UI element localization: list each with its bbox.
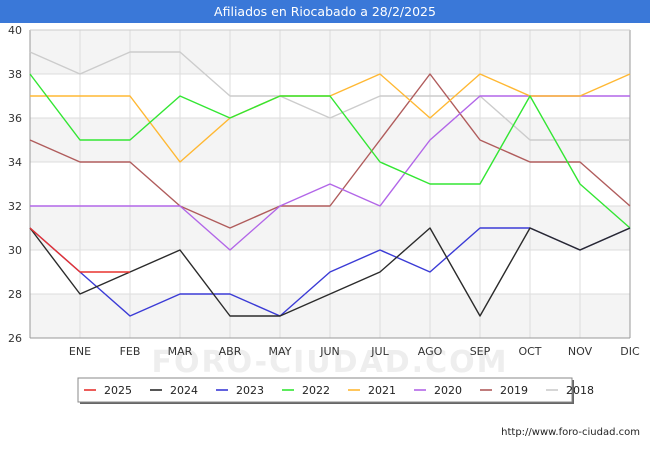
series-line-2025 [29,227,130,273]
legend-label-2022: 2022 [302,384,330,397]
x-tick-label: FEB [120,345,141,358]
y-tick-label: 26 [8,332,22,345]
x-tick-label: OCT [518,345,541,358]
chart-title: Afiliados en Riocabado a 28/2/2025 [214,4,436,19]
y-tick-label: 36 [8,112,22,125]
x-tick-label: JUL [370,345,389,358]
y-tick-label: 30 [8,244,22,257]
footer-url[interactable]: http://www.foro-ciudad.com [501,427,640,438]
y-tick-label: 40 [8,24,22,37]
legend-label-2018: 2018 [566,384,594,397]
x-tick-label: MAR [168,345,193,358]
y-tick-label: 34 [8,156,22,169]
x-tick-label: MAY [269,345,292,358]
x-tick-label: ENE [69,345,91,358]
x-tick-label: JUN [319,345,340,358]
series-line-2018 [29,51,630,141]
legend-label-2021: 2021 [368,384,396,397]
x-tick-label: DIC [620,345,640,358]
watermark: FORO-CIUDAD.COM [152,345,509,380]
legend-label-2020: 2020 [434,384,462,397]
x-tick-label: SEP [470,345,491,358]
legend-label-2023: 2023 [236,384,264,397]
y-tick-label: 28 [8,288,22,301]
legend-label-2019: 2019 [500,384,528,397]
title-bar [0,0,650,23]
x-tick-label: NOV [568,345,593,358]
legend-label-2025: 2025 [104,384,132,397]
x-tick-label: ABR [219,345,242,358]
x-tick-label: AGO [418,345,443,358]
series-line-2022 [29,73,631,229]
series-line-2019 [29,73,631,229]
y-tick-label: 38 [8,68,22,81]
y-tick-label: 32 [8,200,22,213]
legend-label-2024: 2024 [170,384,198,397]
